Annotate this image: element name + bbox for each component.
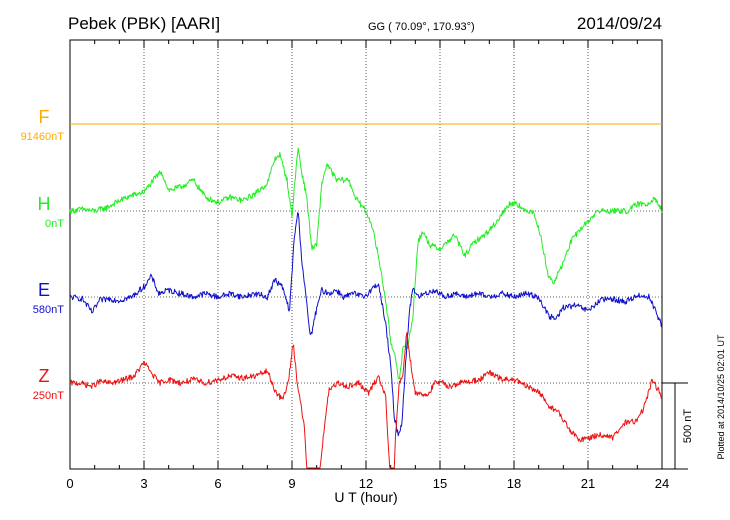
x-tick-label: 21 xyxy=(581,476,595,491)
series-line-z xyxy=(69,332,663,469)
x-tick-label: 9 xyxy=(288,476,295,491)
series-name-e: E xyxy=(38,280,50,300)
series-line-e xyxy=(70,212,663,437)
scale-bar: 500 nT xyxy=(662,382,694,470)
plotted-timestamp: Plotted at 2014/10/25 02:01 UT xyxy=(716,334,726,460)
station-coordinates: GG ( 70.09°, 170.93°) xyxy=(368,21,475,33)
series-line-h xyxy=(69,147,663,380)
scale-bar-label: 500 nT xyxy=(682,409,694,444)
observation-date: 2014/09/24 xyxy=(577,14,662,33)
series-baseline-h: 0nT xyxy=(45,218,64,230)
grid-lines xyxy=(70,40,662,469)
x-tick-label: 12 xyxy=(359,476,373,491)
x-tick-label: 0 xyxy=(66,476,73,491)
x-tick-label: 18 xyxy=(507,476,521,491)
x-axis-ticks: 0 3 6 9 12 15 18 21 24 xyxy=(66,40,669,491)
series-baseline-e: 580nT xyxy=(33,304,64,316)
station-title: Pebek (PBK) [AARI] xyxy=(68,14,220,33)
series-baseline-z: 250nT xyxy=(33,390,64,402)
series-baseline-f: 91460nT xyxy=(21,131,65,143)
x-tick-label: 24 xyxy=(655,476,669,491)
x-tick-label: 15 xyxy=(433,476,447,491)
plot-frame xyxy=(69,39,663,470)
series-name-z: Z xyxy=(39,366,50,386)
series-labels: F 91460nT H 0nT E 580nT Z 250nT xyxy=(21,107,65,402)
series-name-f: F xyxy=(39,107,50,127)
series-name-h: H xyxy=(38,194,51,214)
x-tick-label: 6 xyxy=(214,476,221,491)
x-axis-label: U T (hour) xyxy=(334,489,397,505)
series-layer xyxy=(69,123,663,469)
x-tick-label: 3 xyxy=(140,476,147,491)
